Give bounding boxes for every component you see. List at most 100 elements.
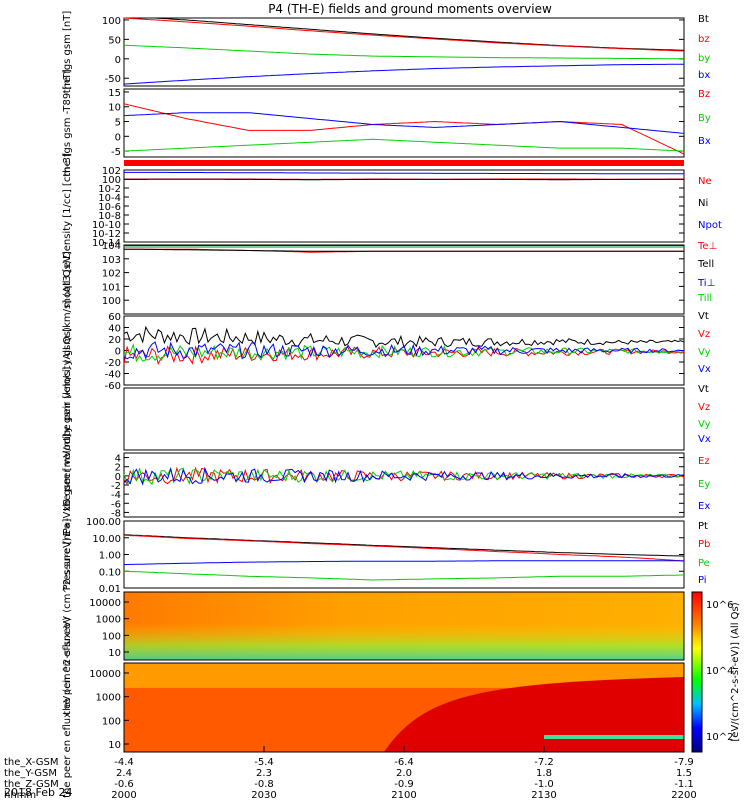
y-tick-label: 10-4 xyxy=(98,193,121,204)
series-line-Pt xyxy=(123,534,685,557)
y-axis-label: Pressure [nPa] xyxy=(62,519,73,591)
series-line-Bx xyxy=(123,112,685,134)
date-label: 2018 Feb 24 xyxy=(4,786,72,799)
y-tick-label: 0 xyxy=(115,347,121,358)
ephemeris-value: -0.9 xyxy=(394,779,414,790)
y-axis-label: the fgs gsm [nT] xyxy=(62,11,73,94)
y-tick-label: 0 xyxy=(115,55,121,66)
series-line-Vx xyxy=(123,341,685,360)
series-line-Bz xyxy=(123,103,685,155)
legend-Ez: Ez xyxy=(698,456,710,467)
y-tick-label: -2 xyxy=(111,481,121,492)
panel-frame xyxy=(123,452,685,518)
ephemeris-value: 2.4 xyxy=(116,768,132,779)
ephemeris-value: 2000 xyxy=(111,790,136,800)
series-line-Ni xyxy=(124,178,684,181)
y-tick-label: 102 xyxy=(102,166,121,177)
series-line-By xyxy=(123,138,685,152)
y-tick-label: 100 xyxy=(102,16,121,27)
series-line-Pi xyxy=(123,560,684,566)
panel-frame xyxy=(123,591,685,661)
y-tick-label: 4 xyxy=(115,454,121,465)
y-tick-label: 20 xyxy=(108,335,121,346)
spectrogram-1 xyxy=(124,592,684,660)
y-tick-label: 10 xyxy=(108,740,121,751)
ephemeris-value: 1.8 xyxy=(536,768,552,779)
legend-Npot: Npot xyxy=(698,220,722,231)
series-line-bz xyxy=(123,17,685,52)
colorbar-label: [eV/(cm^2-s-sr-eV)] (All Qs) xyxy=(730,602,741,741)
y-tick-label: 100 xyxy=(102,716,121,727)
legend-Bz: Bz xyxy=(698,89,710,100)
ephemeris-value: -7.2 xyxy=(534,757,554,768)
ephemeris-value: 2030 xyxy=(251,790,276,800)
series-line-Ex xyxy=(123,466,685,486)
series-line-Pe xyxy=(123,570,684,581)
legend-Tell: Tell xyxy=(697,259,714,270)
legend-by: by xyxy=(698,53,710,64)
y-tick-label: -6 xyxy=(111,499,121,510)
y-tick-label: -20 xyxy=(105,358,121,369)
legend-Bx: Bx xyxy=(698,136,711,147)
legend-Ne: Ne xyxy=(698,176,712,187)
y-tick-label: 40 xyxy=(108,324,121,335)
electron-spectrum-low-energy-line xyxy=(544,735,684,739)
ephemeris-value: -7.9 xyxy=(674,757,694,768)
legend-Vt: Vt xyxy=(698,384,709,395)
y-tick-label: 10.00 xyxy=(92,534,121,545)
y-tick-label: 100 xyxy=(102,296,121,307)
y-tick-label: 0.01 xyxy=(99,584,121,595)
time-axis: the_X-GSM -4.4 -5.4 -6.4 -7.2 -7.9 the_Y-GSM 2.… xyxy=(4,746,697,800)
y-tick-label: 0.10 xyxy=(99,567,121,578)
legend-bx: bx xyxy=(698,70,710,81)
panel-frame xyxy=(123,17,685,87)
legend-By: By xyxy=(698,113,711,124)
y-tick-label: -50 xyxy=(105,74,121,85)
y-tick-label: 10-6 xyxy=(98,202,121,213)
legend-Ti⊥: Ti⊥ xyxy=(697,278,715,289)
legend-bz: bz xyxy=(698,34,710,45)
legend-Vy: Vy xyxy=(698,419,711,430)
y-axis-label: the peer velocity gsm [km/s] (All Qs) xyxy=(62,327,73,511)
y-tick-label: 50 xyxy=(108,35,121,46)
ephemeris-value: 2130 xyxy=(531,790,556,800)
y-tick-label: -40 xyxy=(105,370,121,381)
ephemeris-value: 2100 xyxy=(391,790,416,800)
series-line-Vy xyxy=(123,342,685,363)
legend-Ni: Ni xyxy=(698,198,708,209)
y-tick-label: 1000 xyxy=(96,615,121,626)
colorbar-tick-1: 10^6 xyxy=(706,600,733,611)
y-tick-label: 2 xyxy=(115,463,121,474)
ephemeris-row-label: the_Z-GSM xyxy=(4,779,59,790)
panel-7: 420-2-4-6-8 Ez Ey Ex E=-VxB gsm [mV/m] xyxy=(62,434,710,537)
series-line-by xyxy=(123,44,684,60)
electron-spectrum-hot-region xyxy=(384,677,684,752)
y-tick-label: 10000 xyxy=(89,598,121,609)
series-line-Vt xyxy=(123,325,685,349)
y-tick-label: 10-8 xyxy=(98,211,121,222)
y-tick-label: 101 xyxy=(102,282,121,293)
series-line-bx xyxy=(123,63,685,85)
legend-Pb: Pb xyxy=(698,539,710,550)
panel-frame xyxy=(123,387,685,451)
y-tick-label: 10000 xyxy=(89,669,121,680)
y-tick-label: -5 xyxy=(111,147,121,158)
y-axis-label: the peer en eflux eV (cm^2-s-sr-eV) xyxy=(62,617,73,798)
ephemeris-value: -5.4 xyxy=(254,757,274,768)
y-axis-label: moqt3 [eV] xyxy=(62,251,73,308)
panel-8: 100.00 10.00 1.00 0.10 0.01 Pt Pb Pe Pi Pressure … xyxy=(62,517,710,595)
colorbar-scale xyxy=(691,591,703,753)
plot-title: P4 (TH-E) fields and ground moments over… xyxy=(268,2,552,16)
panel-1: 100 50 0 -50 Bt bz by bx the fgs gsm [nT] xyxy=(62,11,710,94)
legend-Vz: Vz xyxy=(698,402,710,413)
legend-Ey: Ey xyxy=(698,479,710,490)
legend-Vx: Vx xyxy=(698,364,711,375)
legend-Till: Till xyxy=(697,293,712,304)
legend-Bt: Bt xyxy=(698,14,709,25)
ephemeris-value: 2.0 xyxy=(396,768,412,779)
colorbar-tick-3: 10^2 xyxy=(706,732,733,743)
y-tick-label: 10-14 xyxy=(92,238,121,249)
y-tick-label: 5 xyxy=(115,118,121,129)
